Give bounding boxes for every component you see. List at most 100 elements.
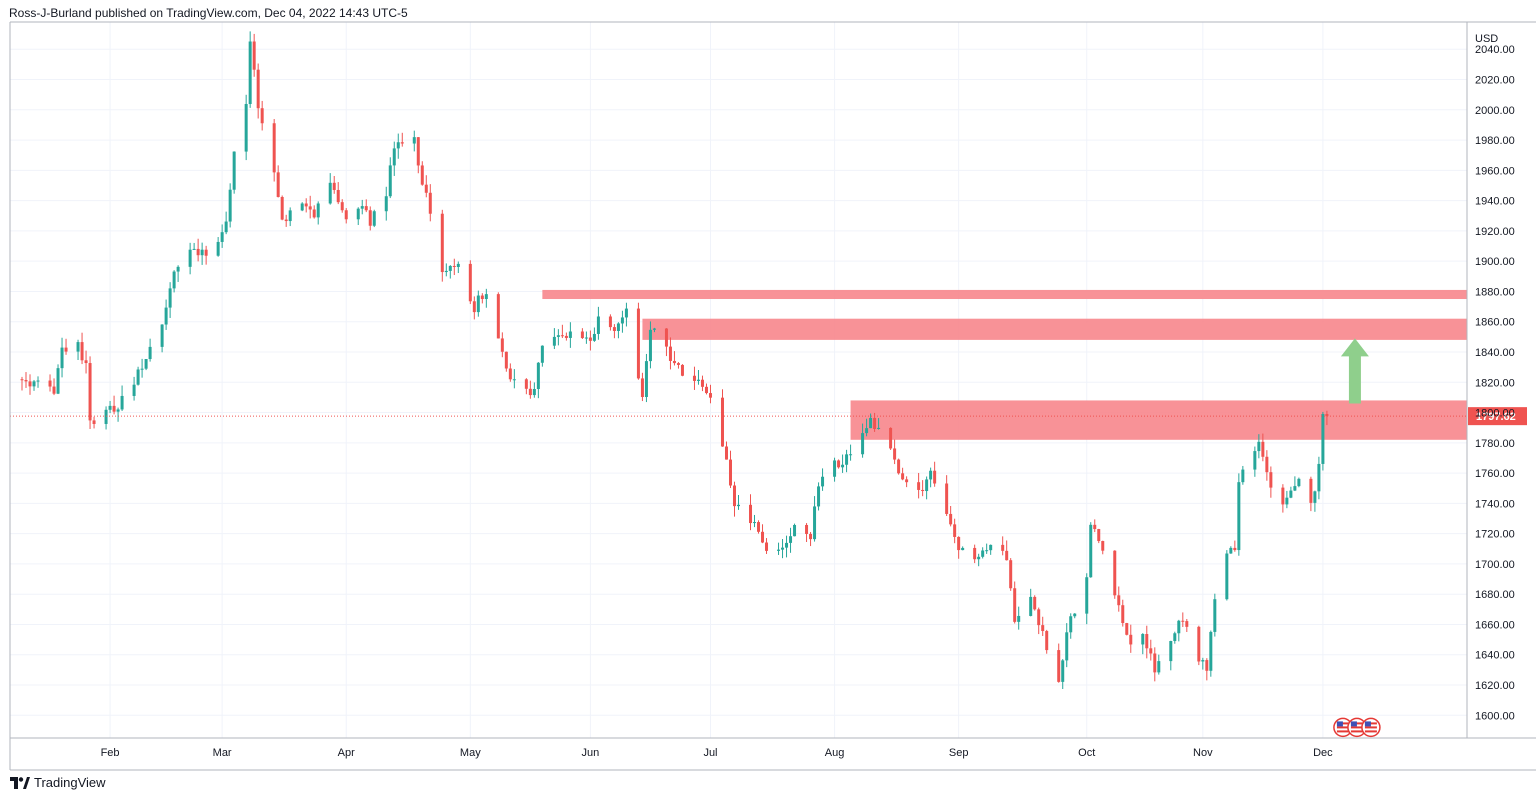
candle-body [917, 482, 921, 490]
candle-body [981, 550, 985, 557]
candle-body [216, 241, 220, 256]
candle-body [496, 294, 500, 339]
candle-body [1057, 650, 1061, 682]
x-tick-label: Sep [949, 747, 969, 759]
candle-body [272, 123, 276, 173]
candle-body [336, 189, 340, 203]
candle-body [1101, 541, 1105, 551]
candle-body [616, 323, 620, 331]
candle-body [48, 380, 52, 387]
flag-stripe [1350, 730, 1363, 733]
candle-body [1209, 631, 1213, 671]
candle-body [592, 333, 596, 341]
candle-body [596, 316, 600, 334]
flag-stripe [1364, 726, 1377, 729]
candle-body [580, 331, 584, 339]
candle-body [636, 308, 640, 379]
candle-body [248, 41, 252, 105]
candle-body [1117, 595, 1121, 606]
zone-rect-3 [850, 400, 1467, 440]
us-flag-event-icon [1361, 717, 1381, 738]
candle-body [388, 165, 392, 197]
candle-body [749, 504, 753, 524]
x-tick-label: Feb [101, 747, 120, 759]
candle-body [36, 380, 40, 382]
candle-body [448, 265, 452, 271]
candle-body [704, 386, 708, 394]
up-arrow-icon [1340, 338, 1369, 404]
candle-body [328, 182, 332, 204]
candle-body [188, 249, 192, 267]
candle-body [1253, 451, 1257, 470]
flag-canton [1336, 721, 1343, 727]
x-tick-label: May [460, 747, 481, 759]
x-tick-label: Dec [1313, 747, 1333, 759]
candle-body [56, 368, 60, 394]
candle-body [120, 395, 124, 410]
candle-body [168, 288, 172, 308]
candle-body [508, 368, 512, 380]
flag-stripe [1336, 726, 1349, 729]
tradingview-branding[interactable]: TradingView [10, 775, 106, 790]
y-tick-label: 1620.00 [1475, 680, 1515, 692]
candle-body [1009, 560, 1013, 589]
candle-body [977, 556, 981, 560]
candle-body [24, 380, 28, 382]
candle-body [112, 405, 116, 412]
candle-body [624, 308, 628, 318]
candle-body [1097, 529, 1101, 542]
candle-body [1201, 660, 1205, 662]
y-tick-label: 1900.00 [1475, 256, 1515, 268]
candle-body [1177, 620, 1181, 634]
us-flag-event-icon [1333, 717, 1353, 738]
candle-body [384, 196, 388, 212]
candle-body [957, 536, 961, 551]
candle-body [1325, 414, 1329, 417]
candle-body [340, 202, 344, 211]
candle-body [1125, 623, 1129, 635]
resistance-zones [542, 289, 1467, 440]
candle-body [1309, 478, 1313, 503]
candle-body [244, 104, 248, 152]
candle-body [444, 270, 448, 273]
candle-body [1037, 609, 1041, 626]
candle-body [648, 329, 652, 362]
chart-axes: 1600.00 1620.00 1640.00 1660.00 1680.00 1700.… [9, 21, 1536, 771]
candle-body [140, 368, 144, 370]
candle-body [452, 265, 456, 267]
candle-body [308, 206, 312, 210]
candle-body [1257, 441, 1261, 452]
candle-body [1237, 482, 1241, 551]
y-tick-label: 1680.00 [1475, 589, 1515, 601]
candle-body [28, 381, 32, 387]
candle-body [1185, 621, 1189, 627]
candle-body [789, 536, 793, 543]
candle-body [588, 337, 592, 341]
candle-body [20, 379, 24, 381]
candle-body [584, 337, 588, 339]
candle-body [1233, 547, 1237, 551]
x-tick-label: Nov [1193, 747, 1213, 759]
candle-body [1269, 472, 1273, 488]
candle-body [945, 483, 949, 514]
candle-body [640, 378, 644, 398]
candle-body [1093, 524, 1097, 530]
y-tick-label: 1800.00 [1475, 408, 1515, 420]
candle-body [672, 360, 676, 364]
candle-body [953, 524, 957, 537]
candle-body [552, 336, 556, 346]
candle-body [252, 41, 256, 70]
candle-body [1313, 491, 1317, 503]
candle-body [52, 386, 56, 394]
candle-body [80, 342, 84, 361]
candle-body [1041, 625, 1045, 632]
x-tick-label: Apr [338, 747, 355, 759]
candle-body [196, 248, 200, 256]
candle-body [620, 317, 624, 324]
candle-body [540, 345, 544, 363]
candle-body [700, 379, 704, 387]
candle-body [813, 506, 817, 540]
candle-body [304, 203, 308, 207]
candle-body [1297, 478, 1301, 487]
